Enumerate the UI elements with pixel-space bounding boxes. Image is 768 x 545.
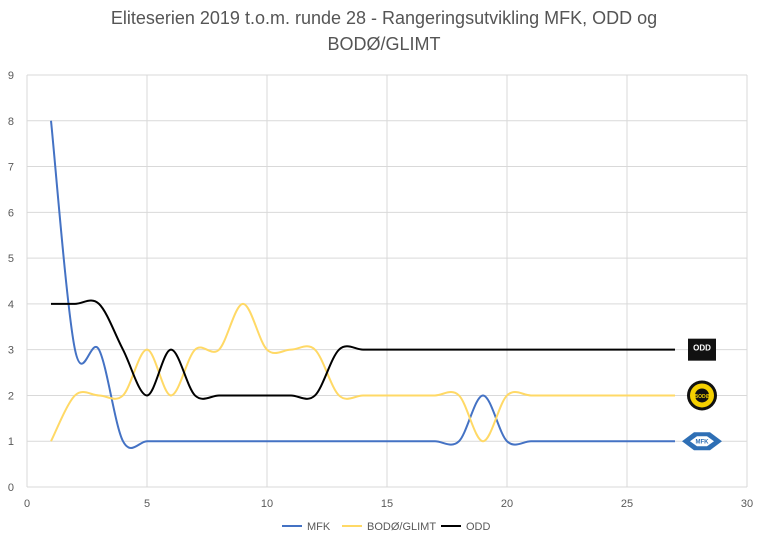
- series-line-odd: [51, 299, 675, 400]
- bodo-glimt-logo-center: [695, 388, 709, 403]
- y-tick-label: 2: [8, 390, 14, 402]
- y-tick-label: 6: [8, 207, 14, 219]
- x-tick-label: 30: [741, 498, 753, 510]
- odd-logo-icon: [688, 338, 716, 361]
- legend-label-bod-glimt: BODØ/GLIMT: [367, 521, 436, 533]
- y-tick-label: 3: [8, 345, 14, 357]
- x-tick-label: 20: [501, 498, 513, 510]
- y-tick-label: 9: [8, 70, 14, 82]
- x-tick-label: 25: [621, 498, 633, 510]
- series-line-mfk: [50, 120, 675, 449]
- x-tick-label: 15: [381, 498, 393, 510]
- y-tick-label: 1: [8, 436, 14, 448]
- legend-label-odd: ODD: [466, 521, 491, 533]
- mfk-logo-text: MFK: [696, 440, 710, 446]
- chart-title-line-2: BODØ/GLIMT: [327, 34, 441, 54]
- y-tick-label: 8: [8, 116, 14, 128]
- series-line-bod-glimt: [50, 302, 675, 443]
- y-tick-label: 5: [8, 253, 14, 265]
- y-tick-label: 0: [8, 482, 14, 494]
- odd-logo-text: ODD: [693, 344, 711, 353]
- mfk-logo-inner: [690, 436, 714, 447]
- y-tick-label: 7: [8, 162, 14, 174]
- legend-label-mfk: MFK: [307, 521, 331, 533]
- x-tick-label: 0: [24, 498, 30, 510]
- x-tick-label: 10: [261, 498, 273, 510]
- x-tick-label: 5: [144, 498, 150, 510]
- y-tick-label: 4: [8, 299, 14, 311]
- chart-title-line-1: Eliteserien 2019 t.o.m. runde 28 - Range…: [110, 8, 658, 28]
- bodo-glimt-logo-text: BODØ: [695, 394, 710, 400]
